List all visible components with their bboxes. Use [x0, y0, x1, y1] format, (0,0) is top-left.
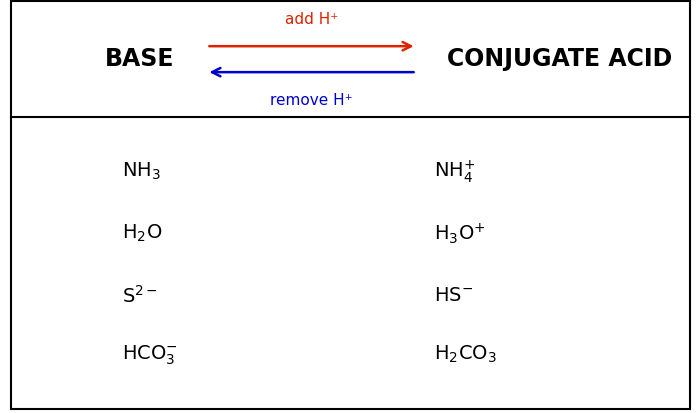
Text: add H⁺: add H⁺ — [285, 12, 338, 27]
Text: $\mathregular{S^{2-}}$: $\mathregular{S^{2-}}$ — [122, 284, 158, 306]
Text: $\mathregular{H_2CO_3}$: $\mathregular{H_2CO_3}$ — [434, 343, 497, 365]
Text: $\mathregular{H_2O}$: $\mathregular{H_2O}$ — [122, 222, 163, 244]
Text: $\mathregular{NH_4^{+}}$: $\mathregular{NH_4^{+}}$ — [434, 157, 475, 184]
Text: remove H⁺: remove H⁺ — [270, 93, 353, 108]
Text: $\mathregular{H_3O^{+}}$: $\mathregular{H_3O^{+}}$ — [434, 221, 486, 245]
Text: CONJUGATE ACID: CONJUGATE ACID — [447, 47, 673, 71]
Text: BASE: BASE — [105, 47, 175, 71]
Text: $\mathregular{NH_3}$: $\mathregular{NH_3}$ — [122, 160, 162, 181]
Text: $\mathregular{HS^{-}}$: $\mathregular{HS^{-}}$ — [434, 285, 473, 304]
Text: $\mathregular{HCO_3^{-}}$: $\mathregular{HCO_3^{-}}$ — [122, 342, 178, 366]
